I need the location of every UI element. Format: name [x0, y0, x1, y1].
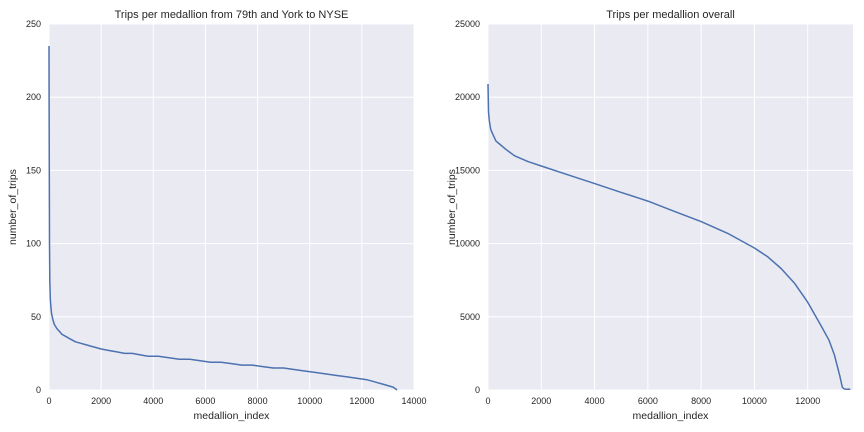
- y-axis-label: number_of_trips: [446, 169, 458, 245]
- y-tick-label: 25000: [455, 19, 480, 29]
- x-tick-labels: 0 2000 4000 6000 8000 10000 12000: [485, 396, 820, 406]
- series-lines: [487, 83, 851, 391]
- gridlines: [48, 23, 415, 391]
- y-tick-label: 0: [475, 385, 480, 395]
- x-axis-label: medallion_index: [194, 410, 271, 422]
- y-tick-label: 150: [26, 165, 41, 175]
- y-tick-label: 250: [26, 19, 41, 29]
- chart-panel-right: 0 2000 4000 6000 8000 10000 12000 0 5000 10000 15…: [446, 9, 853, 422]
- x-axis-label: medallion_index: [633, 410, 710, 422]
- series-lines: [48, 45, 398, 391]
- chart-panel-left: 0 2000 4000 6000 8000 10000 12000 14000 0 50 100 1…: [7, 9, 427, 422]
- x-tick-label: 8000: [691, 396, 711, 406]
- x-tick-label: 12000: [349, 396, 374, 406]
- x-tick-label: 10000: [742, 396, 767, 406]
- y-tick-label: 50: [31, 312, 41, 322]
- y-tick-label: 10000: [455, 239, 480, 249]
- series-line: [487, 83, 851, 391]
- series-line: [48, 45, 398, 391]
- x-tick-label: 12000: [795, 396, 820, 406]
- x-tick-label: 10000: [297, 396, 322, 406]
- x-tick-label: 0: [485, 396, 490, 406]
- y-tick-labels: 0 50 100 150 200 250: [26, 19, 41, 395]
- y-tick-labels: 0 5000 10000 15000 20000 25000: [455, 19, 480, 395]
- x-tick-label: 2000: [531, 396, 551, 406]
- y-axis-label: number_of_trips: [7, 169, 19, 245]
- x-tick-label: 14000: [401, 396, 426, 406]
- gridlines: [487, 23, 853, 391]
- y-tick-label: 15000: [455, 165, 480, 175]
- y-tick-label: 200: [26, 92, 41, 102]
- x-tick-label: 4000: [585, 396, 605, 406]
- x-tick-label: 6000: [195, 396, 215, 406]
- plot-area: [488, 24, 853, 390]
- x-tick-label: 8000: [248, 396, 268, 406]
- chart-title: Trips per medallion overall: [606, 9, 735, 21]
- y-tick-label: 20000: [455, 92, 480, 102]
- x-tick-labels: 0 2000 4000 6000 8000 10000 12000 14000: [46, 396, 426, 406]
- y-tick-label: 5000: [460, 312, 480, 322]
- x-tick-label: 4000: [143, 396, 163, 406]
- y-tick-label: 0: [36, 385, 41, 395]
- x-tick-label: 0: [46, 396, 51, 406]
- y-tick-label: 100: [26, 239, 41, 249]
- x-tick-label: 2000: [91, 396, 111, 406]
- x-tick-label: 6000: [638, 396, 658, 406]
- chart-title: Trips per medallion from 79th and York t…: [115, 9, 349, 21]
- plot-area: [49, 24, 414, 390]
